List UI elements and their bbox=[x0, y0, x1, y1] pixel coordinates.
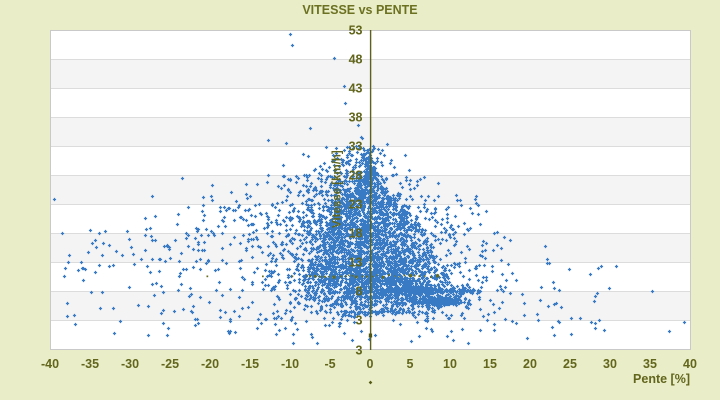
svg-text:3: 3 bbox=[356, 343, 363, 357]
svg-text:20: 20 bbox=[523, 357, 537, 371]
svg-text:18: 18 bbox=[349, 226, 363, 240]
svg-text:-10: -10 bbox=[281, 357, 299, 371]
svg-text:28: 28 bbox=[349, 168, 363, 182]
svg-text:23: 23 bbox=[349, 197, 363, 211]
svg-text:0: 0 bbox=[367, 357, 374, 371]
svg-text:35: 35 bbox=[643, 357, 657, 371]
svg-text:38: 38 bbox=[349, 110, 363, 124]
svg-text:-15: -15 bbox=[241, 357, 259, 371]
svg-text:53: 53 bbox=[349, 23, 363, 37]
svg-text:-25: -25 bbox=[161, 357, 179, 371]
svg-text:3: 3 bbox=[356, 313, 363, 327]
svg-text:40: 40 bbox=[683, 357, 697, 371]
svg-text:30: 30 bbox=[603, 357, 617, 371]
svg-text:48: 48 bbox=[349, 52, 363, 66]
svg-text:5: 5 bbox=[407, 357, 414, 371]
svg-text:15: 15 bbox=[483, 357, 497, 371]
svg-text:-40: -40 bbox=[41, 357, 59, 371]
svg-text:33: 33 bbox=[349, 139, 363, 153]
svg-text:13: 13 bbox=[349, 255, 363, 269]
svg-text:-20: -20 bbox=[201, 357, 219, 371]
svg-text:25: 25 bbox=[563, 357, 577, 371]
svg-text:VITESSE vs PENTE: VITESSE vs PENTE bbox=[302, 3, 417, 17]
svg-text:Vitesse [km/h]: Vitesse [km/h] bbox=[332, 150, 344, 228]
svg-text:-35: -35 bbox=[81, 357, 99, 371]
svg-text:43: 43 bbox=[349, 81, 363, 95]
svg-text:10: 10 bbox=[443, 357, 457, 371]
svg-text:8: 8 bbox=[356, 284, 363, 298]
svg-text:-30: -30 bbox=[121, 357, 139, 371]
svg-text:-5: -5 bbox=[324, 357, 335, 371]
svg-text:Pente [%]: Pente [%] bbox=[633, 372, 690, 386]
